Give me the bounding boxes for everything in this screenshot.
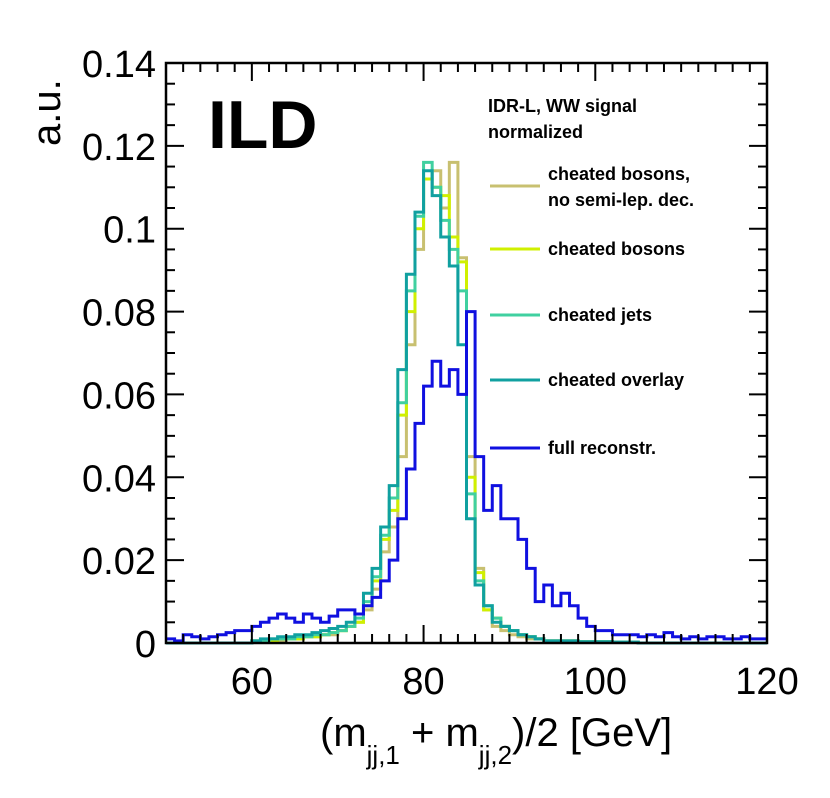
- legend-label: full reconstr.: [548, 438, 656, 458]
- y-tick-label: 0.12: [82, 127, 156, 169]
- legend-label: cheated bosons,: [548, 164, 690, 184]
- legend-title-line-1: IDR-L, WW signal: [488, 96, 637, 116]
- x-axis-label: (mjj,1 + mjj,2)/2 [GeV]: [320, 711, 672, 770]
- x-tick-label: 120: [735, 661, 798, 703]
- x-tick-label: 80: [402, 661, 444, 703]
- series-line-full-reconstr-: [166, 310, 767, 643]
- legend: cheated bosons,no semi-lep. dec.cheated …: [490, 164, 694, 458]
- legend-title-line-2: normalized: [488, 122, 583, 142]
- x-tick-label: 100: [564, 661, 627, 703]
- x-axis-label-main: (m: [320, 711, 367, 755]
- legend-entry: cheated jets: [490, 305, 652, 325]
- y-tick-label: 0.04: [82, 458, 156, 500]
- legend-entry: cheated bosons: [490, 239, 685, 259]
- x-axis-label-tail: )/2 [GeV]: [512, 711, 672, 755]
- y-tick-label: 0.06: [82, 375, 156, 417]
- legend-label: cheated bosons: [548, 239, 685, 259]
- x-tick-label: 60: [231, 661, 273, 703]
- y-tick-label: 0.08: [82, 293, 156, 335]
- ticks-layer: 60 80 100 120 0 0.02 0.04 0.06 0.08 0.1 0.12 0.14: [82, 44, 799, 703]
- legend-label: cheated jets: [548, 305, 652, 325]
- legend-entry: cheated overlay: [490, 370, 684, 390]
- y-axis-label: a.u.: [25, 79, 69, 146]
- ild-watermark: ILD: [208, 87, 318, 163]
- x-axis-label-mid: + m: [400, 711, 479, 755]
- y-tick-label: 0.14: [82, 44, 156, 86]
- legend-label: cheated overlay: [548, 370, 684, 390]
- y-tick-label: 0.02: [82, 541, 156, 583]
- legend-label: no semi-lep. dec.: [548, 190, 694, 210]
- y-tick-label: 0: [135, 624, 156, 666]
- y-tick-label: 0.1: [103, 210, 156, 252]
- x-axis-label-sub2: jj,2: [478, 740, 512, 770]
- legend-entry: cheated bosons, no semi-lep. dec.: [490, 164, 694, 210]
- legend-entry: full reconstr.: [490, 438, 656, 458]
- x-axis-label-sub1: jj,1: [366, 740, 400, 770]
